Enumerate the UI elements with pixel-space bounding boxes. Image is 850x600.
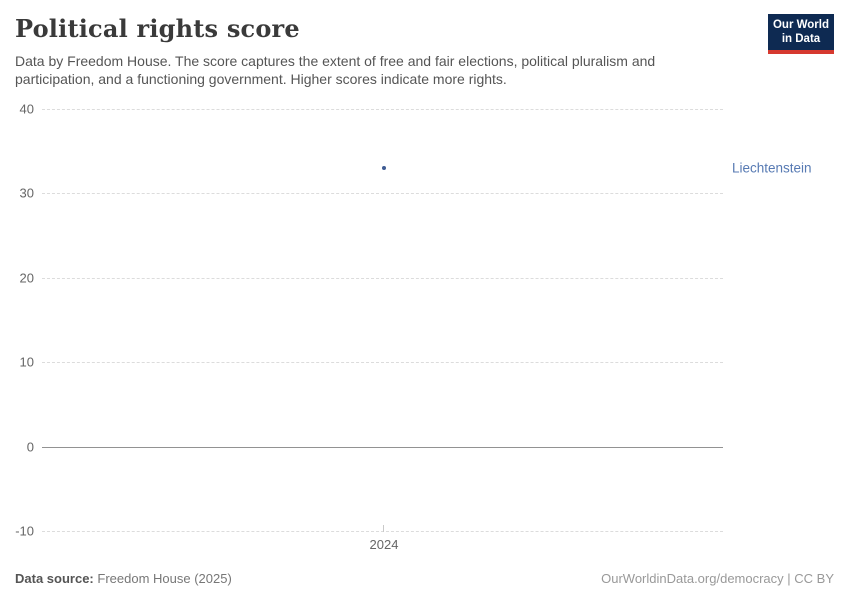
- gridline: [42, 193, 723, 194]
- gridline: [42, 278, 723, 279]
- zero-axis-line: [42, 447, 723, 448]
- y-axis-tick-label: 30: [19, 185, 34, 201]
- data-point-liechtenstein[interactable]: [382, 166, 386, 171]
- chart-footer: Data source: Freedom House (2025) OurWor…: [15, 571, 834, 586]
- gridline: [42, 531, 723, 532]
- y-axis-tick-label: 10: [19, 354, 34, 370]
- data-source-value: Freedom House (2025): [97, 571, 232, 586]
- data-source-label: Data source:: [15, 571, 94, 586]
- owid-logo-text-line1: Our World: [772, 19, 829, 31]
- gridline: [42, 109, 723, 110]
- chart-subtitle: Data by Freedom House. The score capture…: [15, 53, 656, 87]
- y-axis-tick-label: 20: [19, 270, 34, 286]
- y-axis-tick-label: 0: [26, 439, 34, 455]
- credit-link[interactable]: OurWorldinData.org/democracy | CC BY: [601, 571, 834, 586]
- gridline: [42, 362, 723, 363]
- entity-label-liechtenstein[interactable]: Liechtenstein: [732, 160, 812, 176]
- data-source-note: Data source: Freedom House (2025): [15, 571, 232, 586]
- owid-logo[interactable]: Our World in Data: [768, 14, 834, 54]
- owid-logo-text-line2: in Data: [781, 32, 821, 45]
- x-axis-tick-label: 2024: [369, 537, 399, 552]
- x-axis-tick-mark: [383, 525, 384, 532]
- chart-plot-area: 40 30 20 10 0 -10 2024 Liechtenstein: [0, 95, 850, 560]
- y-axis-tick-label: 40: [19, 101, 34, 117]
- y-axis-tick-label: -10: [15, 523, 34, 539]
- page-title: Political rights score: [15, 14, 300, 43]
